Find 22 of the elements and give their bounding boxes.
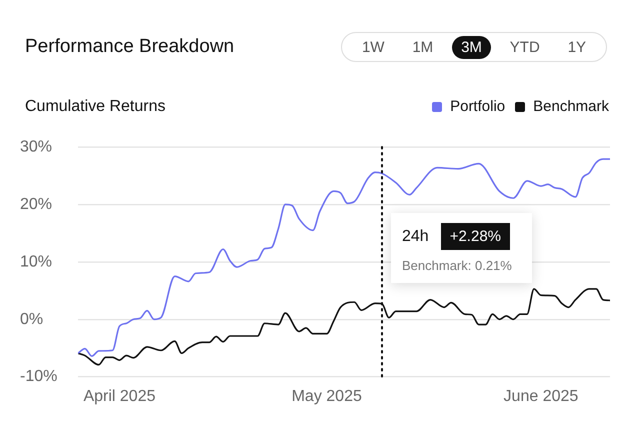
x-tick-label: April 2025 xyxy=(83,388,156,405)
y-tick-label: 0% xyxy=(20,310,44,328)
x-tick-label: May 2025 xyxy=(292,388,362,405)
annotation: +2.28% xyxy=(440,223,510,250)
y-tick-label: 20% xyxy=(20,196,52,213)
legend-label: Benchmark xyxy=(532,98,609,115)
tooltip-card: 24h +2.28% Benchmark: 0.21% xyxy=(391,213,532,283)
annotation: Benchmark: 0.21% xyxy=(402,258,513,273)
text: 1M xyxy=(411,38,434,58)
legend-label: Portfolio xyxy=(449,98,506,115)
text: 3M xyxy=(452,36,491,58)
annotation: 24h xyxy=(402,228,429,246)
y-tick-label: -10% xyxy=(20,368,58,386)
y-tick-label: 30% xyxy=(20,138,52,156)
text: 1W xyxy=(360,38,386,58)
chart-title: Performance Breakdown xyxy=(25,36,234,58)
y-tick-label: 10% xyxy=(20,253,52,270)
text: YTD xyxy=(508,38,541,58)
chart-subtitle: Cumulative Returns xyxy=(25,98,166,116)
line-series xyxy=(78,158,610,357)
text: 1Y xyxy=(566,38,588,58)
x-tick-label: June 2025 xyxy=(504,388,578,405)
